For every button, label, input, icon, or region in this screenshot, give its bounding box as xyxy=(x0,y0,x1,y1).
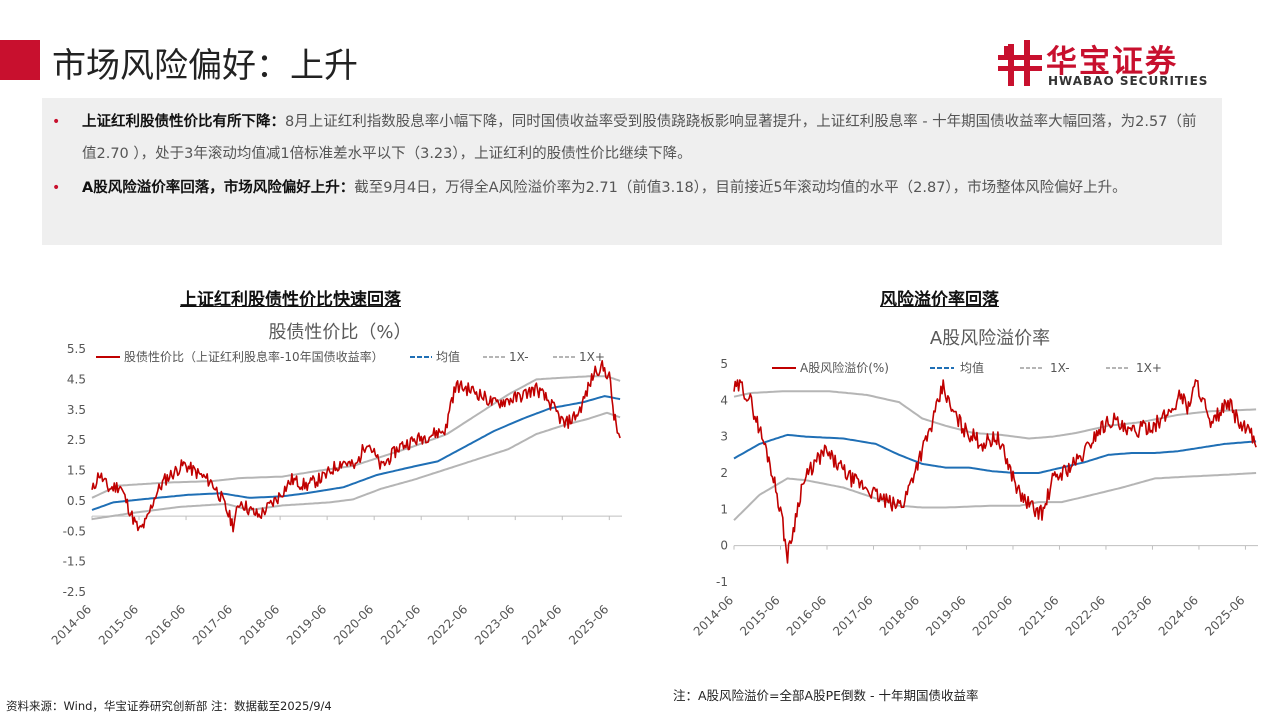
x-tick-label: 2016-06 xyxy=(784,593,829,638)
summary-item-2: A股风险溢价率回落，市场风险偏好上升：截至9月4日，万得全A风险溢价率为2.71… xyxy=(82,172,1207,204)
x-tick-label: 2025-06 xyxy=(1202,593,1247,638)
equity-bond-ratio-chart: 股债性价比（%） 股债性价比（上证红利股息率-10年国债收益率） 均值 1X- … xyxy=(49,322,622,648)
x-tick-label: 2018-06 xyxy=(237,602,282,647)
left-chart-heading: 上证红利股债性价比快速回落 xyxy=(180,290,401,310)
y-tick-label: 3.5 xyxy=(67,403,86,417)
legend-mean-label: 均值 xyxy=(960,360,984,375)
legend-main-label: A股风险溢价(%) xyxy=(800,360,889,375)
logo-english-name: HWABAO SECURITIES xyxy=(1048,74,1209,88)
y-tick-label: 2 xyxy=(720,466,728,480)
bullet-icon: • xyxy=(52,180,61,196)
x-tick-label: 2020-06 xyxy=(331,602,376,647)
y-tick-label: -2.5 xyxy=(63,585,86,599)
minus-band-line xyxy=(733,472,1257,521)
chart-title: A股风险溢价率 xyxy=(930,328,1050,349)
legend-minus-label: 1X- xyxy=(1050,361,1070,375)
x-tick-label: 2017-06 xyxy=(190,602,235,647)
y-tick-label: 3 xyxy=(720,430,728,444)
y-tick-label: 1 xyxy=(720,502,728,516)
x-tick-label: 2019-06 xyxy=(923,593,968,638)
x-tick-label: 2021-06 xyxy=(378,602,423,647)
y-tick-label: 2.5 xyxy=(67,433,86,447)
right-chart-heading: 风险溢价率回落 xyxy=(880,290,999,310)
plot-area: 5 4 3 2 1 0 -1 2014-06 2015-06 2016-06 2017-06 2018… xyxy=(691,357,1258,639)
x-tick-label: 2024-06 xyxy=(519,602,564,647)
plus-band-line xyxy=(91,375,621,499)
y-tick-label: 0 xyxy=(720,539,728,553)
bullet-icon: • xyxy=(52,114,61,130)
x-tick-label: 2022-06 xyxy=(425,602,470,647)
x-tick-label: 2023-06 xyxy=(1109,593,1154,638)
legend-plus-label: 1X+ xyxy=(1136,361,1162,375)
y-tick-label: -1.5 xyxy=(63,555,86,569)
company-logo: 华宝证券 HWABAO SECURITIES xyxy=(996,38,1228,90)
plus-band-line xyxy=(733,390,1257,440)
summary-item-2-text: 截至9月4日，万得全A风险溢价率为2.71（前值3.18），目前接近5年滚动均值… xyxy=(354,180,1127,196)
summary-box: • 上证红利股债性价比有所下降：8月上证红利指数股息率小幅下降，同时国债收益率受… xyxy=(42,98,1222,245)
main-series-line xyxy=(91,360,621,533)
title-accent-bar xyxy=(0,40,40,80)
page-title: 市场风险偏好：上升 xyxy=(52,46,358,86)
x-tick-label: 2015-06 xyxy=(737,593,782,638)
x-tick-label: 2020-06 xyxy=(970,593,1015,638)
chart-legend: A股风险溢价(%) 均值 1X- 1X+ xyxy=(772,360,1162,375)
x-tick-label: 2016-06 xyxy=(143,602,188,647)
footnote: 注：A股风险溢价=全部A股PE倒数 - 十年期国债收益率 xyxy=(673,688,979,703)
logo-mark-icon xyxy=(998,40,1042,86)
y-tick-label: 5 xyxy=(720,357,728,371)
legend-plus-label: 1X+ xyxy=(579,350,605,364)
mean-series-line xyxy=(91,395,621,511)
x-tick-label: 2024-06 xyxy=(1156,593,1201,638)
mean-series-line xyxy=(733,433,1257,474)
legend-mean-label: 均值 xyxy=(436,349,460,364)
y-tick-label: -0.5 xyxy=(63,524,86,538)
x-tick-label: 2019-06 xyxy=(284,602,329,647)
legend-minus-label: 1X- xyxy=(509,350,529,364)
y-tick-label: 1.5 xyxy=(67,464,86,478)
x-tick-label: 2015-06 xyxy=(96,602,141,647)
summary-item-1: 上证红利股债性价比有所下降：8月上证红利指数股息率小幅下降，同时国债收益率受到股… xyxy=(82,106,1207,170)
x-tick-label: 2017-06 xyxy=(830,593,875,638)
x-tick-label: 2022-06 xyxy=(1063,593,1108,638)
minus-band-line xyxy=(91,411,621,521)
risk-premium-chart: A股风险溢价率 A股风险溢价(%) 均值 1X- 1X+ 5 4 3 2 1 0 -1 201… xyxy=(691,328,1258,639)
x-tick-label: 2025-06 xyxy=(566,602,611,647)
x-tick-label: 2021-06 xyxy=(1016,593,1061,638)
y-tick-label: 0.5 xyxy=(67,494,86,508)
x-tick-label: 2014-06 xyxy=(49,602,94,647)
x-tick-label: 2023-06 xyxy=(472,602,517,647)
legend-main-label: 股债性价比（上证红利股息率-10年国债收益率） xyxy=(124,349,384,364)
y-tick-label: -1 xyxy=(716,575,728,589)
chart-title: 股债性价比（%） xyxy=(268,322,411,343)
summary-item-1-text: 8月上证红利指数股息率小幅下降，同时国债收益率受到股债跷跷板影响显著提升，上证红… xyxy=(82,114,1197,162)
logo-chinese-name: 华宝证券 xyxy=(1046,44,1178,80)
x-tick-label: 2018-06 xyxy=(877,593,922,638)
summary-item-1-heading: 上证红利股债性价比有所下降： xyxy=(82,114,285,130)
data-source: 资料来源：Wind，华宝证券研究创新部 注：数据截至2025/9/4 xyxy=(6,699,332,713)
summary-item-2-heading: A股风险溢价率回落，市场风险偏好上升： xyxy=(82,180,355,196)
main-series-line xyxy=(733,379,1257,564)
y-tick-label: 5.5 xyxy=(67,342,86,356)
x-tick-label: 2014-06 xyxy=(691,593,736,638)
y-tick-label: 4 xyxy=(720,393,728,407)
chart-legend: 股债性价比（上证红利股息率-10年国债收益率） 均值 1X- 1X+ xyxy=(96,349,605,364)
y-tick-label: 4.5 xyxy=(67,372,86,386)
